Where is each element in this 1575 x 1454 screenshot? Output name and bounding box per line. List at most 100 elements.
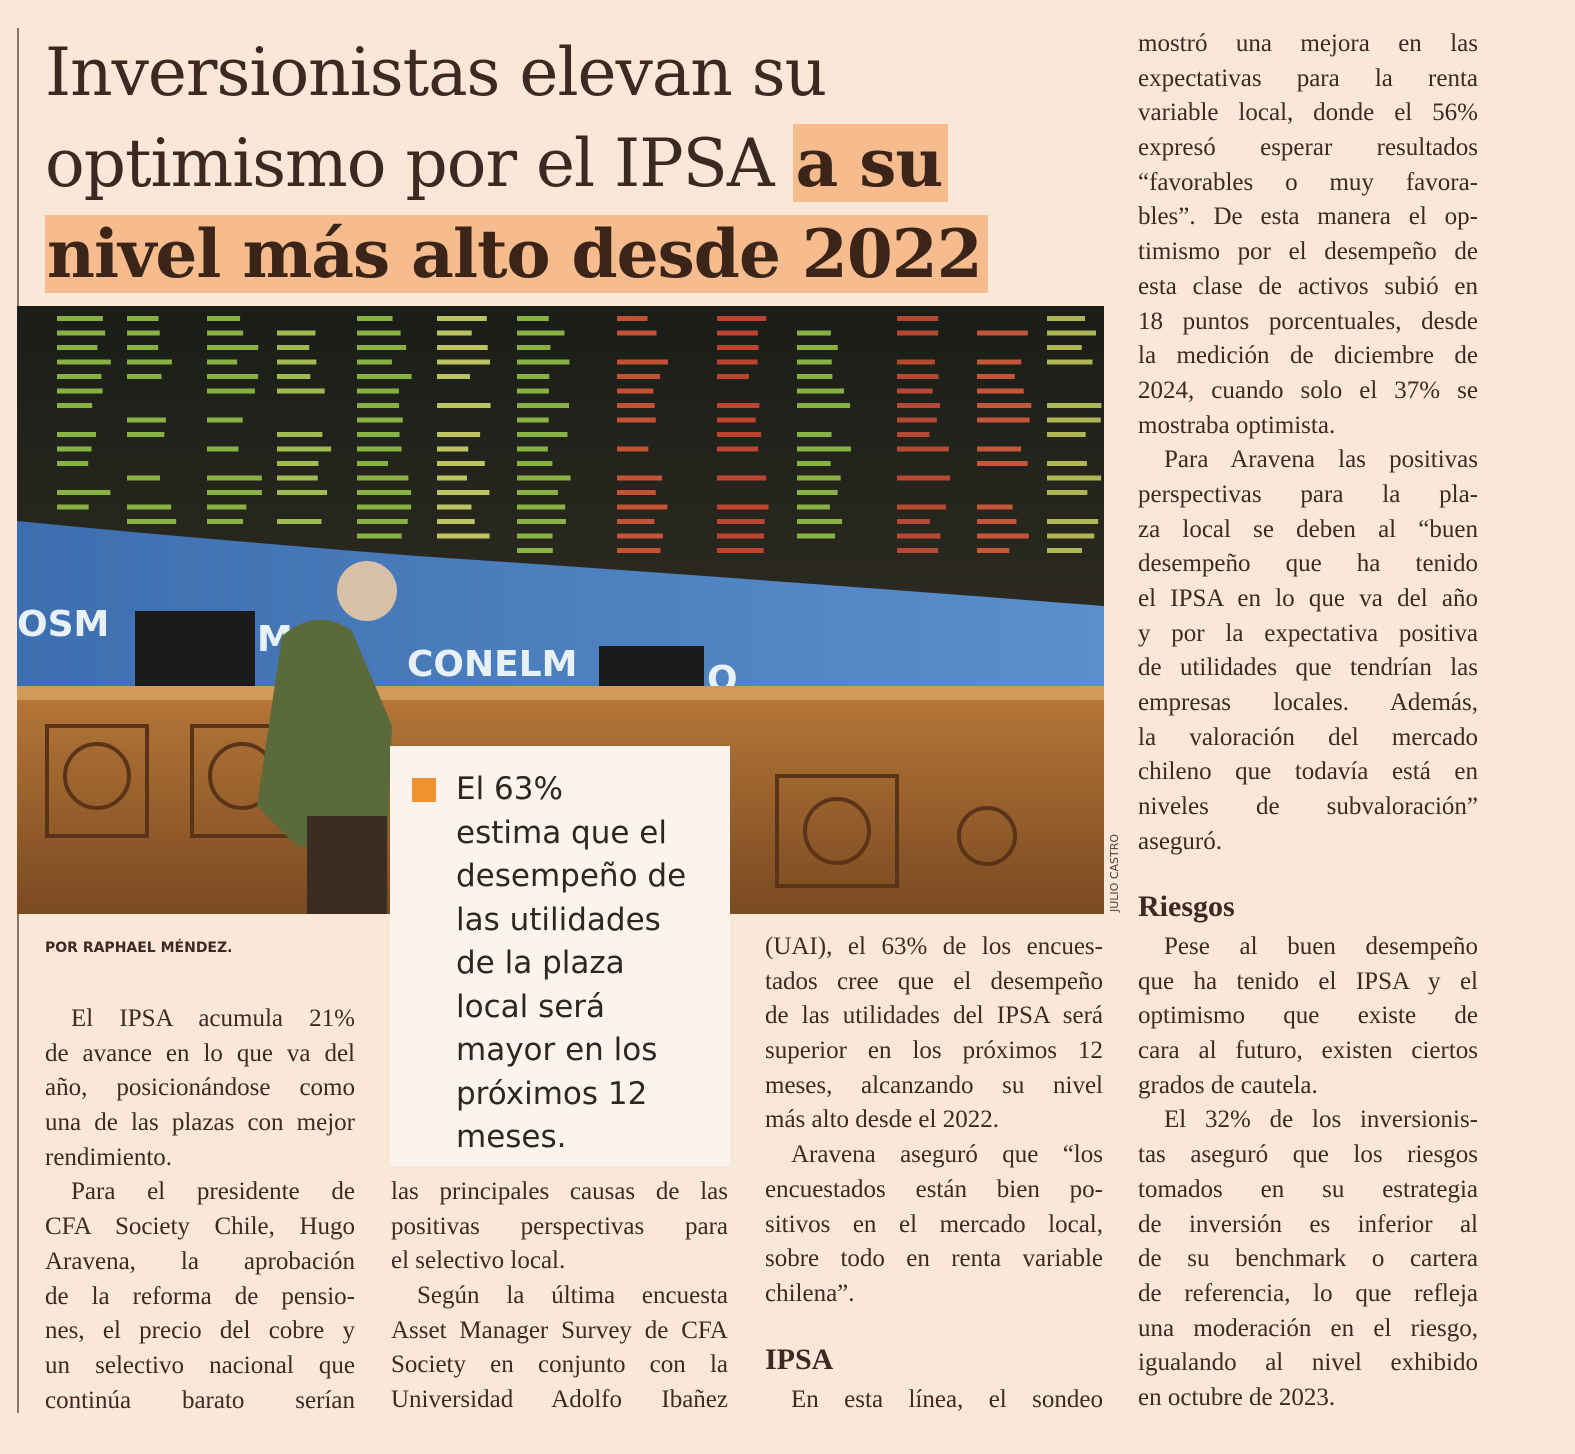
ticker-cell	[517, 432, 567, 437]
ticker-cell	[897, 447, 949, 452]
ticker-cell	[357, 461, 388, 466]
ticker-cell	[797, 432, 831, 437]
text-line: expresó esperar resultados	[1138, 131, 1478, 166]
text-line: esta clase de activos subió en	[1138, 270, 1478, 305]
ticker-cell	[57, 331, 105, 336]
text-line: meses, alcanzando su nivel	[765, 1069, 1103, 1104]
text-line: la medición de diciembre de	[1138, 339, 1478, 374]
ticker-cell	[717, 476, 766, 481]
ticker-cell	[277, 374, 310, 379]
ticker-cell	[797, 360, 832, 365]
text-line: las principales causas de las	[391, 1175, 728, 1210]
ticker-cell	[977, 331, 1028, 336]
ticker-cell	[277, 447, 331, 452]
ticker-cell	[797, 374, 832, 379]
text-line: bles”. De esta manera el op-	[1138, 200, 1478, 235]
ticker-cell	[897, 548, 938, 553]
ticker-cell	[127, 331, 160, 336]
text-line: Society en conjunto con la	[391, 1348, 728, 1383]
text-line: sitivos en el mercado local,	[765, 1208, 1103, 1243]
ticker-cell	[437, 476, 467, 481]
ticker-cell	[1047, 418, 1101, 423]
text-line: grados de cautela.	[1138, 1069, 1478, 1104]
ticker-cell	[617, 403, 655, 408]
text-line: 18 puntos porcentuales, desde	[1138, 305, 1478, 340]
ticker-cell	[1047, 534, 1094, 539]
text-line: nes, el precio del cobre y	[45, 1314, 355, 1349]
ticker-cell	[57, 360, 111, 365]
ticker-cell	[1047, 360, 1092, 365]
text-line: desempeño que ha tenido	[1138, 547, 1478, 582]
ticker-cell	[617, 418, 656, 423]
ticker-cell	[517, 360, 569, 365]
headline-highlight: a su	[793, 124, 948, 202]
ticker-cell	[717, 432, 761, 437]
ticker-cell	[977, 548, 1009, 553]
pull-quote-text: El 63% estima que el desempeño de las utili…	[456, 768, 686, 1160]
ticker-cell	[897, 476, 950, 481]
ticker-cell	[517, 447, 548, 452]
text-line: El 32% de los inversionis-	[1138, 1103, 1478, 1138]
text-line: rendimiento.	[45, 1141, 355, 1176]
ticker-cell	[57, 403, 92, 408]
headline-line-2: optimismo por el IPSA	[45, 125, 793, 202]
ticker-cell	[437, 316, 487, 321]
paragraph: Para el presidente de CFA Society Chile, …	[45, 1175, 355, 1418]
paragraph: En esta línea, el sondeo	[765, 1383, 1103, 1418]
pull-quote-line: mayor en los	[456, 1029, 686, 1073]
headline-line-1: Inversionistas elevan su	[45, 28, 1105, 118]
text-line: cara al futuro, existen ciertos	[1138, 1034, 1478, 1069]
ticker-cell	[437, 490, 489, 495]
ticker-cell	[57, 490, 110, 495]
wall-text: OSM	[17, 604, 109, 645]
ticker-cell	[57, 461, 88, 466]
text-line: positivas perspectivas para	[391, 1210, 728, 1245]
text-line: Para Aravena las positivas	[1138, 443, 1478, 478]
ticker-cell	[57, 432, 96, 437]
ticker-cell	[207, 316, 240, 321]
ticker-cell	[437, 403, 491, 408]
text-line: el selectivo local.	[391, 1244, 728, 1279]
text-line: mostraba optimista.	[1138, 409, 1478, 444]
ticker-cell	[717, 345, 759, 350]
article-column-3-continued: En esta línea, el sondeo	[765, 1383, 1103, 1418]
pull-quote-line: estima que el	[456, 812, 686, 856]
ticker-cell	[357, 418, 403, 423]
text-line: za local se deben al “buen	[1138, 513, 1478, 548]
text-line: una de las plazas con mejor	[45, 1106, 355, 1141]
ticker-cell	[717, 447, 758, 452]
pull-quote-line: desempeño de	[456, 855, 686, 899]
ticker-cell	[797, 447, 851, 452]
ticker-cell	[127, 418, 166, 423]
ticker-cell	[717, 519, 765, 524]
ticker-cell	[357, 432, 399, 437]
ticker-cell	[207, 374, 258, 379]
ticker-cell	[517, 331, 564, 336]
ticker-cell	[617, 490, 656, 495]
text-line: continúa barato serían	[45, 1384, 355, 1419]
article-column-1: El IPSA acumula 21% de avance en lo que v…	[45, 1002, 355, 1418]
ticker-cell	[517, 418, 549, 423]
ticker-cell	[897, 374, 939, 379]
ticker-cell	[357, 505, 411, 510]
text-line: 2024, cuando solo el 37% se	[1138, 374, 1478, 409]
ticker-cell	[897, 534, 940, 539]
ticker-cell	[717, 505, 769, 510]
paragraph: Pese al buen desempeño que ha tenido el I…	[1138, 930, 1478, 1103]
paragraph: (UAI), el 63% de los encues-tados cree q…	[765, 930, 1103, 1138]
ticker-cell	[897, 519, 930, 524]
text-line: aseguró.	[1138, 825, 1478, 860]
ticker-cell	[717, 403, 759, 408]
ticker-cell	[1047, 461, 1087, 466]
headline-highlight-2: nivel más alto desde 2022	[45, 215, 988, 293]
text-line: Pese al buen desempeño	[1138, 930, 1478, 965]
ticker-cell	[277, 345, 309, 350]
ticker-cell	[57, 374, 101, 379]
ticker-cell	[277, 490, 327, 495]
ticker-cell	[717, 360, 758, 365]
ticker-cell	[127, 374, 161, 379]
text-line: igualando al nivel exhibido	[1138, 1346, 1478, 1381]
ticker-cell	[357, 490, 411, 495]
text-line: de las utilidades del IPSA será	[765, 999, 1103, 1034]
ticker-cell	[127, 505, 171, 510]
